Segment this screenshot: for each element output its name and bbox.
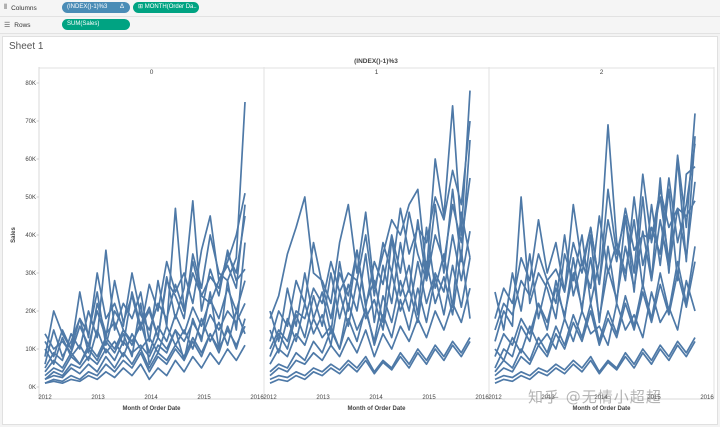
- x-tick-label: 2012: [488, 395, 502, 401]
- columns-shelf[interactable]: ⦀ Columns (INDEX()-1)%3 Δ ⊞ MONTH(Order …: [0, 0, 720, 17]
- x-tick-label: 2015: [197, 395, 211, 401]
- panel-header-0: 0: [150, 69, 154, 76]
- x-tick-label: 2016: [700, 395, 714, 401]
- index-pill-text: (INDEX()-1)%3: [67, 4, 108, 10]
- y-axis-label: Sales: [11, 227, 17, 243]
- y-tick-label: 20K: [25, 309, 36, 315]
- columns-label: Columns: [11, 4, 37, 12]
- sum-sales-pill-text: SUM(Sales): [67, 21, 100, 27]
- y-tick-label: 0K: [29, 385, 36, 391]
- series-line-panel-0: [44, 325, 246, 381]
- series-line-panel-0: [44, 303, 246, 381]
- series-line-panel-1: [269, 337, 471, 381]
- columns-icon: ⦀: [4, 4, 8, 11]
- x-axis-label: Month of Order Date: [573, 406, 632, 412]
- rows-shelf-label: ☰ Rows: [4, 19, 31, 31]
- series-line-panel-2: [494, 340, 696, 384]
- y-tick-label: 70K: [25, 119, 36, 125]
- series-line-panel-1: [269, 340, 471, 384]
- panel-header-1: 1: [375, 69, 379, 76]
- series-line-panel-2: [494, 261, 696, 377]
- x-axis-label: Month of Order Date: [348, 406, 407, 412]
- sum-sales-pill[interactable]: SUM(Sales): [62, 19, 130, 30]
- column-header-title: (INDEX()-1)%3: [354, 58, 398, 65]
- rows-shelf[interactable]: ☰ Rows SUM(Sales): [0, 17, 720, 34]
- delta-icon: Δ: [119, 4, 124, 10]
- y-tick-label: 10K: [25, 347, 36, 353]
- series-line-panel-0: [44, 344, 246, 385]
- x-axis-label: Month of Order Date: [123, 406, 182, 412]
- x-tick-label: 2013: [541, 395, 555, 401]
- series-line-panel-1: [269, 120, 471, 350]
- series-line-panel-2: [494, 246, 696, 373]
- x-tick-label: 2012: [38, 395, 52, 401]
- x-tick-label: 2012: [263, 395, 277, 401]
- series-line-panel-2: [494, 337, 696, 381]
- series-line-panel-2: [494, 188, 696, 331]
- month-order-date-pill[interactable]: ⊞ MONTH(Order Da..: [133, 2, 199, 13]
- series-line-panel-1: [269, 139, 471, 357]
- y-tick-label: 30K: [25, 271, 36, 277]
- month-pill-text: ⊞ MONTH(Order Da..: [138, 4, 197, 10]
- sheet-panel: Sheet 1 (INDEX()-1)%3 0 1 2 0K 10K 20K 30K 40K 50…: [2, 36, 718, 425]
- rows-label: Rows: [14, 21, 31, 29]
- y-tick-label: 50K: [25, 195, 36, 201]
- rows-icon: ☰: [4, 22, 11, 29]
- y-tick-label: 60K: [25, 157, 36, 163]
- columns-shelf-label: ⦀ Columns: [4, 2, 37, 14]
- y-tick-label: 80K: [25, 81, 36, 87]
- x-tick-label: 2014: [594, 395, 608, 401]
- series-line-panel-0: [44, 280, 246, 373]
- series-line-panel-1: [269, 211, 471, 343]
- x-tick-label: 2015: [422, 395, 436, 401]
- sheet-title: Sheet 1: [9, 41, 44, 52]
- series-line-panel-1: [269, 287, 471, 377]
- x-tick-label: 2014: [369, 395, 383, 401]
- x-tick-label: 2013: [316, 395, 330, 401]
- y-tick-label: 40K: [25, 233, 36, 239]
- line-chart[interactable]: (INDEX()-1)%30 1 20K10K20K30K40K50K60K70K8…: [3, 37, 717, 424]
- index-pill[interactable]: (INDEX()-1)%3 Δ: [62, 2, 130, 13]
- x-tick-label: 2015: [647, 395, 661, 401]
- series-line-panel-0: [44, 193, 246, 354]
- x-tick-label: 2016: [250, 395, 264, 401]
- x-tick-label: 2014: [144, 395, 158, 401]
- panel-header-2: 2: [600, 69, 604, 76]
- series-line-panel-0: [44, 310, 246, 366]
- series-line-panel-1: [269, 90, 471, 319]
- x-tick-label: 2013: [91, 395, 105, 401]
- series-line-panel-0: [44, 199, 246, 365]
- x-tick-label: 2016: [475, 395, 489, 401]
- series-line-panel-1: [269, 249, 471, 354]
- watermark: 知乎 @无情小超超: [528, 388, 662, 406]
